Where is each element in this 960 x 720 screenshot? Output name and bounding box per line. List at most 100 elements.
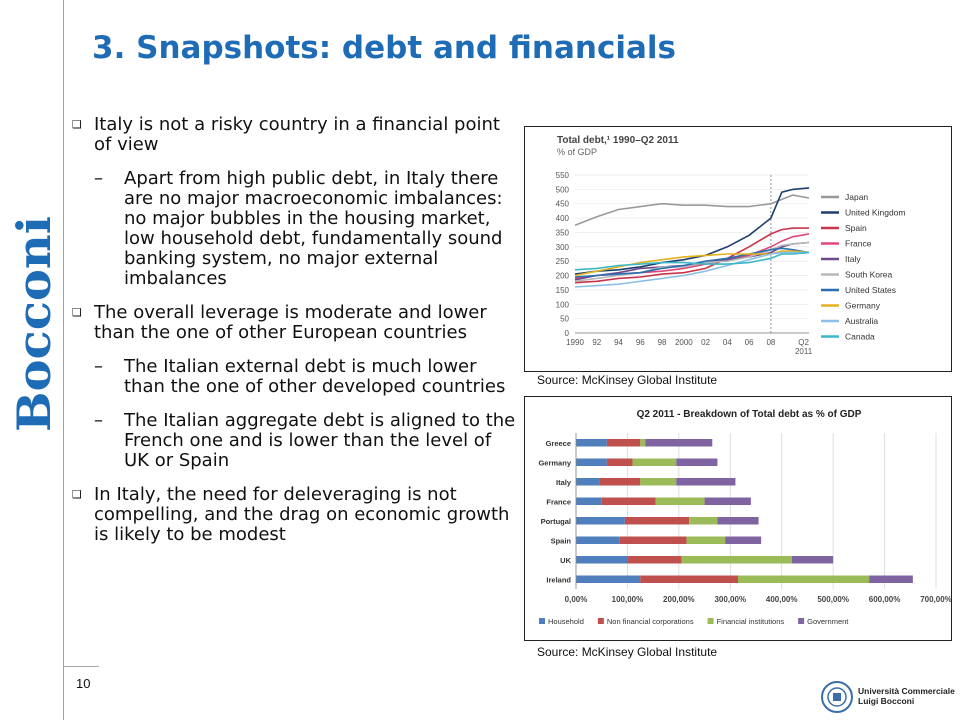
bar-segment-ireland-government (869, 575, 913, 583)
x-tick-label: 1990 (566, 338, 584, 347)
bar-segment-portugal-financial-institutions (689, 517, 718, 525)
bar-segment-greece-household (576, 439, 607, 447)
sub-bullet-text: The Italian aggregate debt is aligned to… (124, 410, 516, 471)
bocconi-brand: Bocconi (7, 216, 60, 432)
bar-segment-germany-household (576, 458, 607, 466)
category-label: Spain (551, 536, 572, 545)
bullet-text: Italy is not a risky country in a financ… (94, 114, 500, 155)
bar-segment-greece-non-financial-corporations (606, 439, 641, 447)
slide-title: 3. Snapshots: debt and financials (92, 30, 676, 66)
checkbox-bullet-icon: ❑ (72, 488, 82, 501)
y-tick-label: 100 (556, 300, 570, 309)
legend-label: France (845, 239, 872, 249)
sub-bullet-text: Apart from high public debt, in Italy th… (124, 168, 503, 289)
sub-bullet-item: – The Italian external debt is much lowe… (72, 357, 520, 397)
legend-swatch (798, 618, 805, 624)
university-logo (820, 680, 952, 716)
series-line-spain (574, 227, 809, 284)
bar-segment-ireland-household (576, 575, 641, 583)
bar-segment-spain-financial-institutions (686, 536, 726, 544)
bar-segment-greece-government (645, 439, 713, 447)
bar-segment-portugal-government (717, 517, 759, 525)
series-line-canada (574, 251, 810, 271)
category-label: UK (560, 556, 571, 565)
bar-segment-portugal-non-financial-corporations (624, 517, 690, 525)
y-tick-label: 150 (556, 286, 570, 295)
x-tick-label: 700,00% (920, 595, 951, 604)
dash-bullet-icon: – (94, 168, 103, 189)
x-tick-label: 600,00% (869, 595, 901, 604)
series-line-germany (574, 250, 810, 277)
logo-line-1: Università Commerciale (858, 686, 955, 696)
x-tick-label: 02 (701, 338, 710, 347)
footer-rule (63, 666, 99, 667)
bottom-chart-source: Source: McKinsey Global Institute (537, 645, 718, 659)
bullet-item: ❑ In Italy, the need for deleveraging is… (72, 485, 520, 545)
category-label: Germany (538, 458, 571, 467)
category-label: Greece (546, 439, 571, 448)
x-tick-label: 04 (723, 338, 732, 347)
y-tick-label: 500 (556, 185, 570, 194)
legend-label: Government (807, 617, 849, 626)
series-line-south-korea (574, 241, 810, 283)
x-tick-label: 2000 (675, 338, 693, 347)
bar-segment-greece-financial-institutions (640, 439, 646, 447)
bullet-list: ❑ Italy is not a risky country in a fina… (72, 115, 520, 559)
top-chart-source: Source: McKinsey Global Institute (537, 373, 718, 387)
total-debt-chart-panel: Total debt,¹ 1990–Q2 2011 % of GDP 0 50 10… (524, 126, 952, 372)
y-tick-label: 0 (565, 329, 570, 338)
bar-segment-uk-financial-institutions (681, 556, 792, 564)
university-logo-text: Università Commerciale Luigi Bocconi (858, 686, 955, 706)
page-number: 10 (76, 676, 91, 691)
legend-label: Italy (845, 254, 861, 264)
legend-swatch (707, 618, 714, 624)
logo-line-2: Luigi Bocconi (858, 696, 915, 706)
x-tick-label: 400,00% (766, 595, 798, 604)
x-tick-label: Q2 2011 (795, 338, 813, 356)
legend-label: Financial institutions (717, 617, 785, 626)
y-tick-label: 400 (556, 214, 570, 223)
legend-label: Non financial corporations (607, 617, 694, 626)
legend-label: Japan (845, 192, 868, 202)
bar-segment-uk-government (792, 556, 834, 564)
bar-segment-uk-household (576, 556, 628, 564)
series-line-united-states (574, 247, 810, 278)
category-label: Italy (556, 478, 572, 487)
x-tick-label: 200,00% (663, 595, 695, 604)
bar-segment-france-household (576, 497, 602, 505)
legend-label: South Korea (845, 270, 893, 280)
bar-segment-germany-government (676, 458, 718, 466)
debt-breakdown-chart-panel: Q2 2011 - Breakdown of Total debt as % o… (524, 396, 952, 641)
dash-bullet-icon: – (94, 410, 103, 431)
y-tick-label: 200 (556, 272, 570, 281)
left-vertical-rule (63, 0, 64, 720)
legend-label: Australia (845, 316, 878, 326)
bar-segment-ireland-financial-institutions (738, 575, 870, 583)
legend-label: Spain (845, 223, 867, 233)
legend-label: United Kingdom (845, 208, 905, 218)
y-tick-label: 300 (556, 243, 570, 252)
y-tick-label: 50 (560, 315, 569, 324)
x-tick-label: 94 (614, 338, 623, 347)
bar-segment-spain-non-financial-corporations (619, 536, 687, 544)
x-tick-label: 96 (636, 338, 645, 347)
x-tick-label: 500,00% (817, 595, 849, 604)
bocconi-brand-text: Bocconi (7, 216, 60, 432)
bullet-item: ❑ The overall leverage is moderate and l… (72, 303, 520, 343)
bar-segment-spain-government (725, 536, 762, 544)
series-line-japan (574, 194, 810, 227)
y-tick-label: 350 (556, 228, 570, 237)
bar-segment-italy-household (576, 478, 600, 486)
bar-segment-portugal-household (576, 517, 625, 525)
legend-swatch (539, 618, 545, 624)
checkbox-bullet-icon: ❑ (72, 306, 82, 319)
x-tick-label: 300,00% (714, 595, 746, 604)
bullet-text: The overall leverage is moderate and low… (94, 302, 487, 343)
line-chart-title: Total debt,¹ 1990–Q2 2011 (557, 135, 679, 146)
legend-label: Household (548, 617, 584, 626)
bar-chart-title: Q2 2011 - Breakdown of Total debt as % o… (637, 409, 862, 420)
x-tick-label: 06 (745, 338, 754, 347)
bar-segment-france-government (704, 497, 751, 505)
bar-segment-spain-household (576, 536, 620, 544)
category-label: Portugal (541, 517, 571, 526)
